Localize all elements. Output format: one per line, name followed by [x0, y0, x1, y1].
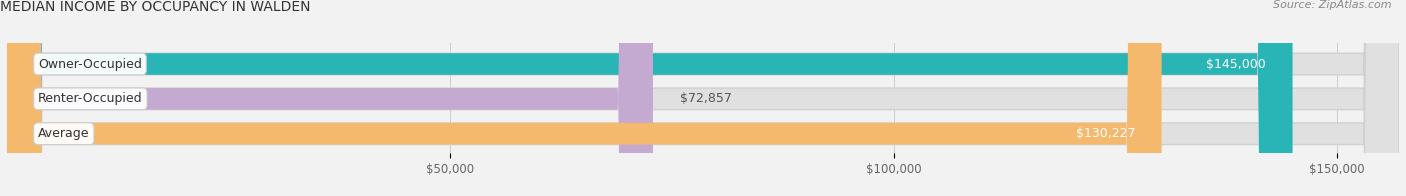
Text: Average: Average [38, 127, 90, 140]
Text: Source: ZipAtlas.com: Source: ZipAtlas.com [1274, 0, 1392, 10]
Text: $145,000: $145,000 [1206, 58, 1265, 71]
Text: $72,857: $72,857 [679, 92, 731, 105]
FancyBboxPatch shape [7, 0, 1292, 196]
FancyBboxPatch shape [7, 0, 1399, 196]
FancyBboxPatch shape [7, 0, 1161, 196]
FancyBboxPatch shape [7, 0, 652, 196]
Text: MEDIAN INCOME BY OCCUPANCY IN WALDEN: MEDIAN INCOME BY OCCUPANCY IN WALDEN [0, 0, 311, 14]
FancyBboxPatch shape [7, 0, 1399, 196]
Text: Owner-Occupied: Owner-Occupied [38, 58, 142, 71]
FancyBboxPatch shape [7, 0, 1399, 196]
Text: Renter-Occupied: Renter-Occupied [38, 92, 142, 105]
Text: $130,227: $130,227 [1076, 127, 1135, 140]
